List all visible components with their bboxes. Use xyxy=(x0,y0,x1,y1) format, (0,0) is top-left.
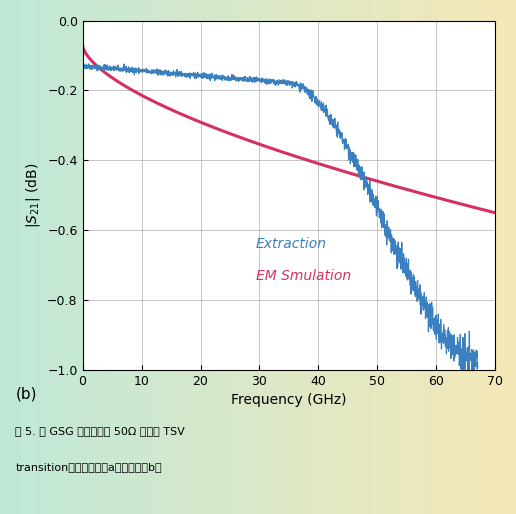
Text: 图 5. 在 GSG 配置中一个 50Ω 终结的 TSV: 图 5. 在 GSG 配置中一个 50Ω 终结的 TSV xyxy=(15,426,185,436)
Text: (b): (b) xyxy=(15,387,37,401)
Y-axis label: $|S_{21}|$ (dB): $|S_{21}|$ (dB) xyxy=(24,163,42,228)
X-axis label: Frequency (GHz): Frequency (GHz) xyxy=(231,394,347,408)
Text: EM Smulation: EM Smulation xyxy=(256,269,351,283)
Text: transition（通道）的（a）反射和（b）: transition（通道）的（a）反射和（b） xyxy=(15,462,162,472)
Text: Extraction: Extraction xyxy=(256,237,327,251)
